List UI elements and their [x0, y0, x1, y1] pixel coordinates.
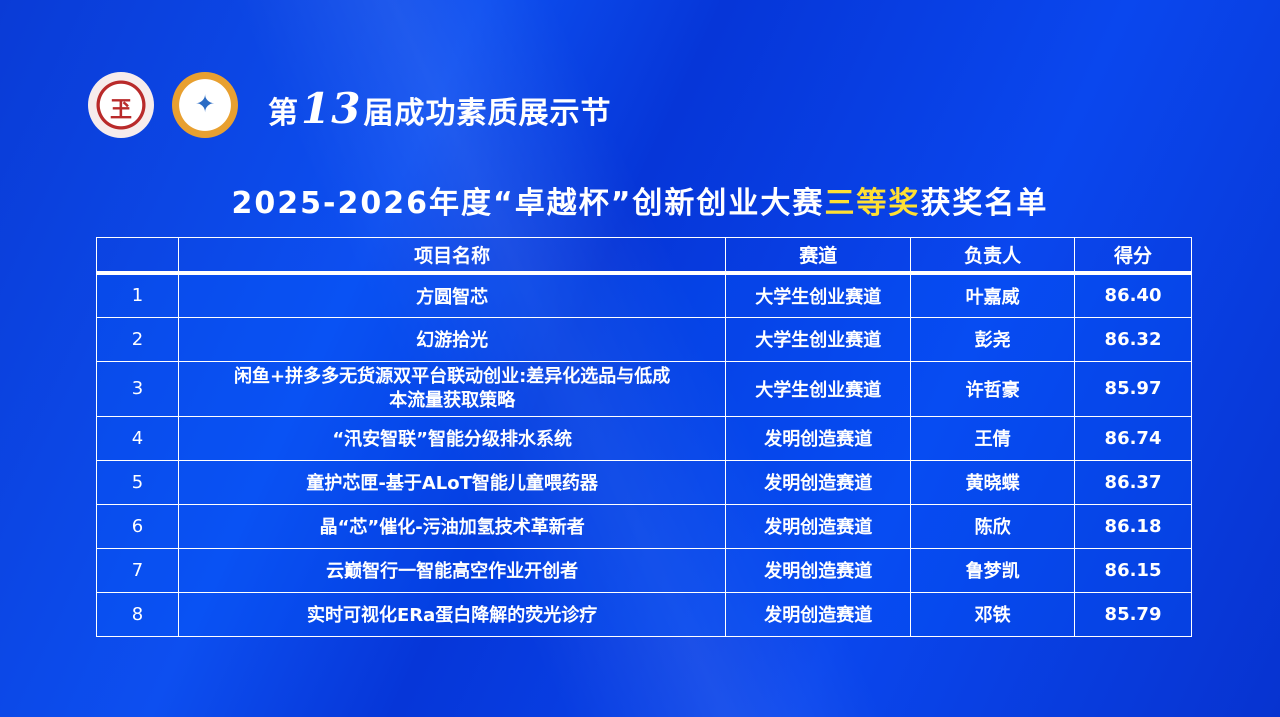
- row-number: 1: [96, 272, 179, 318]
- row-number: 8: [96, 591, 179, 637]
- header-track: 赛道: [725, 237, 912, 274]
- row-number: 2: [96, 316, 179, 362]
- row-number: 6: [96, 503, 179, 549]
- leader: 邓铁: [910, 591, 1076, 637]
- project-name: 云巅智行一智能高空作业开创者: [177, 547, 727, 593]
- project-name: 方圆智芯: [177, 272, 727, 318]
- track: 发明创造赛道: [725, 547, 912, 593]
- project-name: 实时可视化ERa蛋白降解的荧光诊疗: [177, 591, 727, 637]
- festival-prefix: 第: [268, 96, 299, 131]
- table-row: 2 幻游拾光 大学生创业赛道 彭尧 86.32: [96, 316, 1192, 362]
- title-part2: 获奖名单: [920, 186, 1049, 221]
- header-score: 得分: [1074, 237, 1192, 274]
- leader: 陈欣: [910, 503, 1076, 549]
- leader: 叶嘉威: [910, 272, 1076, 318]
- title-part1: 2025-2026年度“卓越杯”创新创业大赛: [231, 186, 825, 221]
- track: 大学生创业赛道: [725, 360, 912, 417]
- header-project: 项目名称: [177, 237, 727, 274]
- page-title: 2025-2026年度“卓越杯”创新创业大赛三等奖获奖名单: [0, 178, 1280, 222]
- project-name: 晶“芯”催化-污油加氢技术革新者: [177, 503, 727, 549]
- leader: 许哲豪: [910, 360, 1076, 417]
- project-name: 幻游拾光: [177, 316, 727, 362]
- score: 86.18: [1074, 503, 1192, 549]
- score: 86.15: [1074, 547, 1192, 593]
- project-name: 童护芯匣-基于ALoT智能儿童喂药器: [177, 459, 727, 505]
- track: 大学生创业赛道: [725, 316, 912, 362]
- row-number: 7: [96, 547, 179, 593]
- track: 发明创造赛道: [725, 415, 912, 461]
- score: 86.37: [1074, 459, 1192, 505]
- score: 85.79: [1074, 591, 1192, 637]
- awards-table: 项目名称 赛道 负责人 得分 1 方圆智芯 大学生创业赛道 叶嘉威 86.40 2 幻游拾光…: [96, 237, 1192, 637]
- row-number: 3: [96, 360, 179, 417]
- score: 86.74: [1074, 415, 1192, 461]
- track: 发明创造赛道: [725, 459, 912, 505]
- table-row: 5 童护芯匣-基于ALoT智能儿童喂药器 发明创造赛道 黄晓蝶 86.37: [96, 459, 1192, 505]
- festival-title: 第13届成功素质展示节: [268, 84, 611, 133]
- header-leader: 负责人: [910, 237, 1076, 274]
- leader: 鲁梦凯: [910, 547, 1076, 593]
- university-seal-logo: 玊: [88, 72, 154, 138]
- project-name: 闲鱼+拼多多无货源双平台联动创业:差异化选品与低成本流量获取策略: [177, 360, 727, 417]
- score: 86.40: [1074, 272, 1192, 318]
- festival-edition: 13: [301, 84, 362, 133]
- score: 85.97: [1074, 360, 1192, 417]
- table-row: 7 云巅智行一智能高空作业开创者 发明创造赛道 鲁梦凯 86.15: [96, 547, 1192, 593]
- table-header-row: 项目名称 赛道 负责人 得分: [96, 237, 1192, 274]
- track: 大学生创业赛道: [725, 272, 912, 318]
- table-row: 8 实时可视化ERa蛋白降解的荧光诊疗 发明创造赛道 邓铁 85.79: [96, 591, 1192, 637]
- project-name: “汛安智联”智能分级排水系统: [177, 415, 727, 461]
- leader: 黄晓蝶: [910, 459, 1076, 505]
- table-row: 1 方圆智芯 大学生创业赛道 叶嘉威 86.40: [96, 272, 1192, 318]
- track: 发明创造赛道: [725, 591, 912, 637]
- festival-suffix: 届成功素质展示节: [363, 96, 612, 131]
- score: 86.32: [1074, 316, 1192, 362]
- title-highlight: 三等奖: [824, 186, 921, 221]
- row-number: 4: [96, 415, 179, 461]
- festival-emblem-logo: ✦: [172, 72, 238, 138]
- track: 发明创造赛道: [725, 503, 912, 549]
- leader: 王倩: [910, 415, 1076, 461]
- table-row: 3 闲鱼+拼多多无货源双平台联动创业:差异化选品与低成本流量获取策略 大学生创业赛道…: [96, 360, 1192, 417]
- row-number: 5: [96, 459, 179, 505]
- leader: 彭尧: [910, 316, 1076, 362]
- table-row: 4 “汛安智联”智能分级排水系统 发明创造赛道 王倩 86.74: [96, 415, 1192, 461]
- header-no: [96, 237, 179, 274]
- table-row: 6 晶“芯”催化-污油加氢技术革新者 发明创造赛道 陈欣 86.18: [96, 503, 1192, 549]
